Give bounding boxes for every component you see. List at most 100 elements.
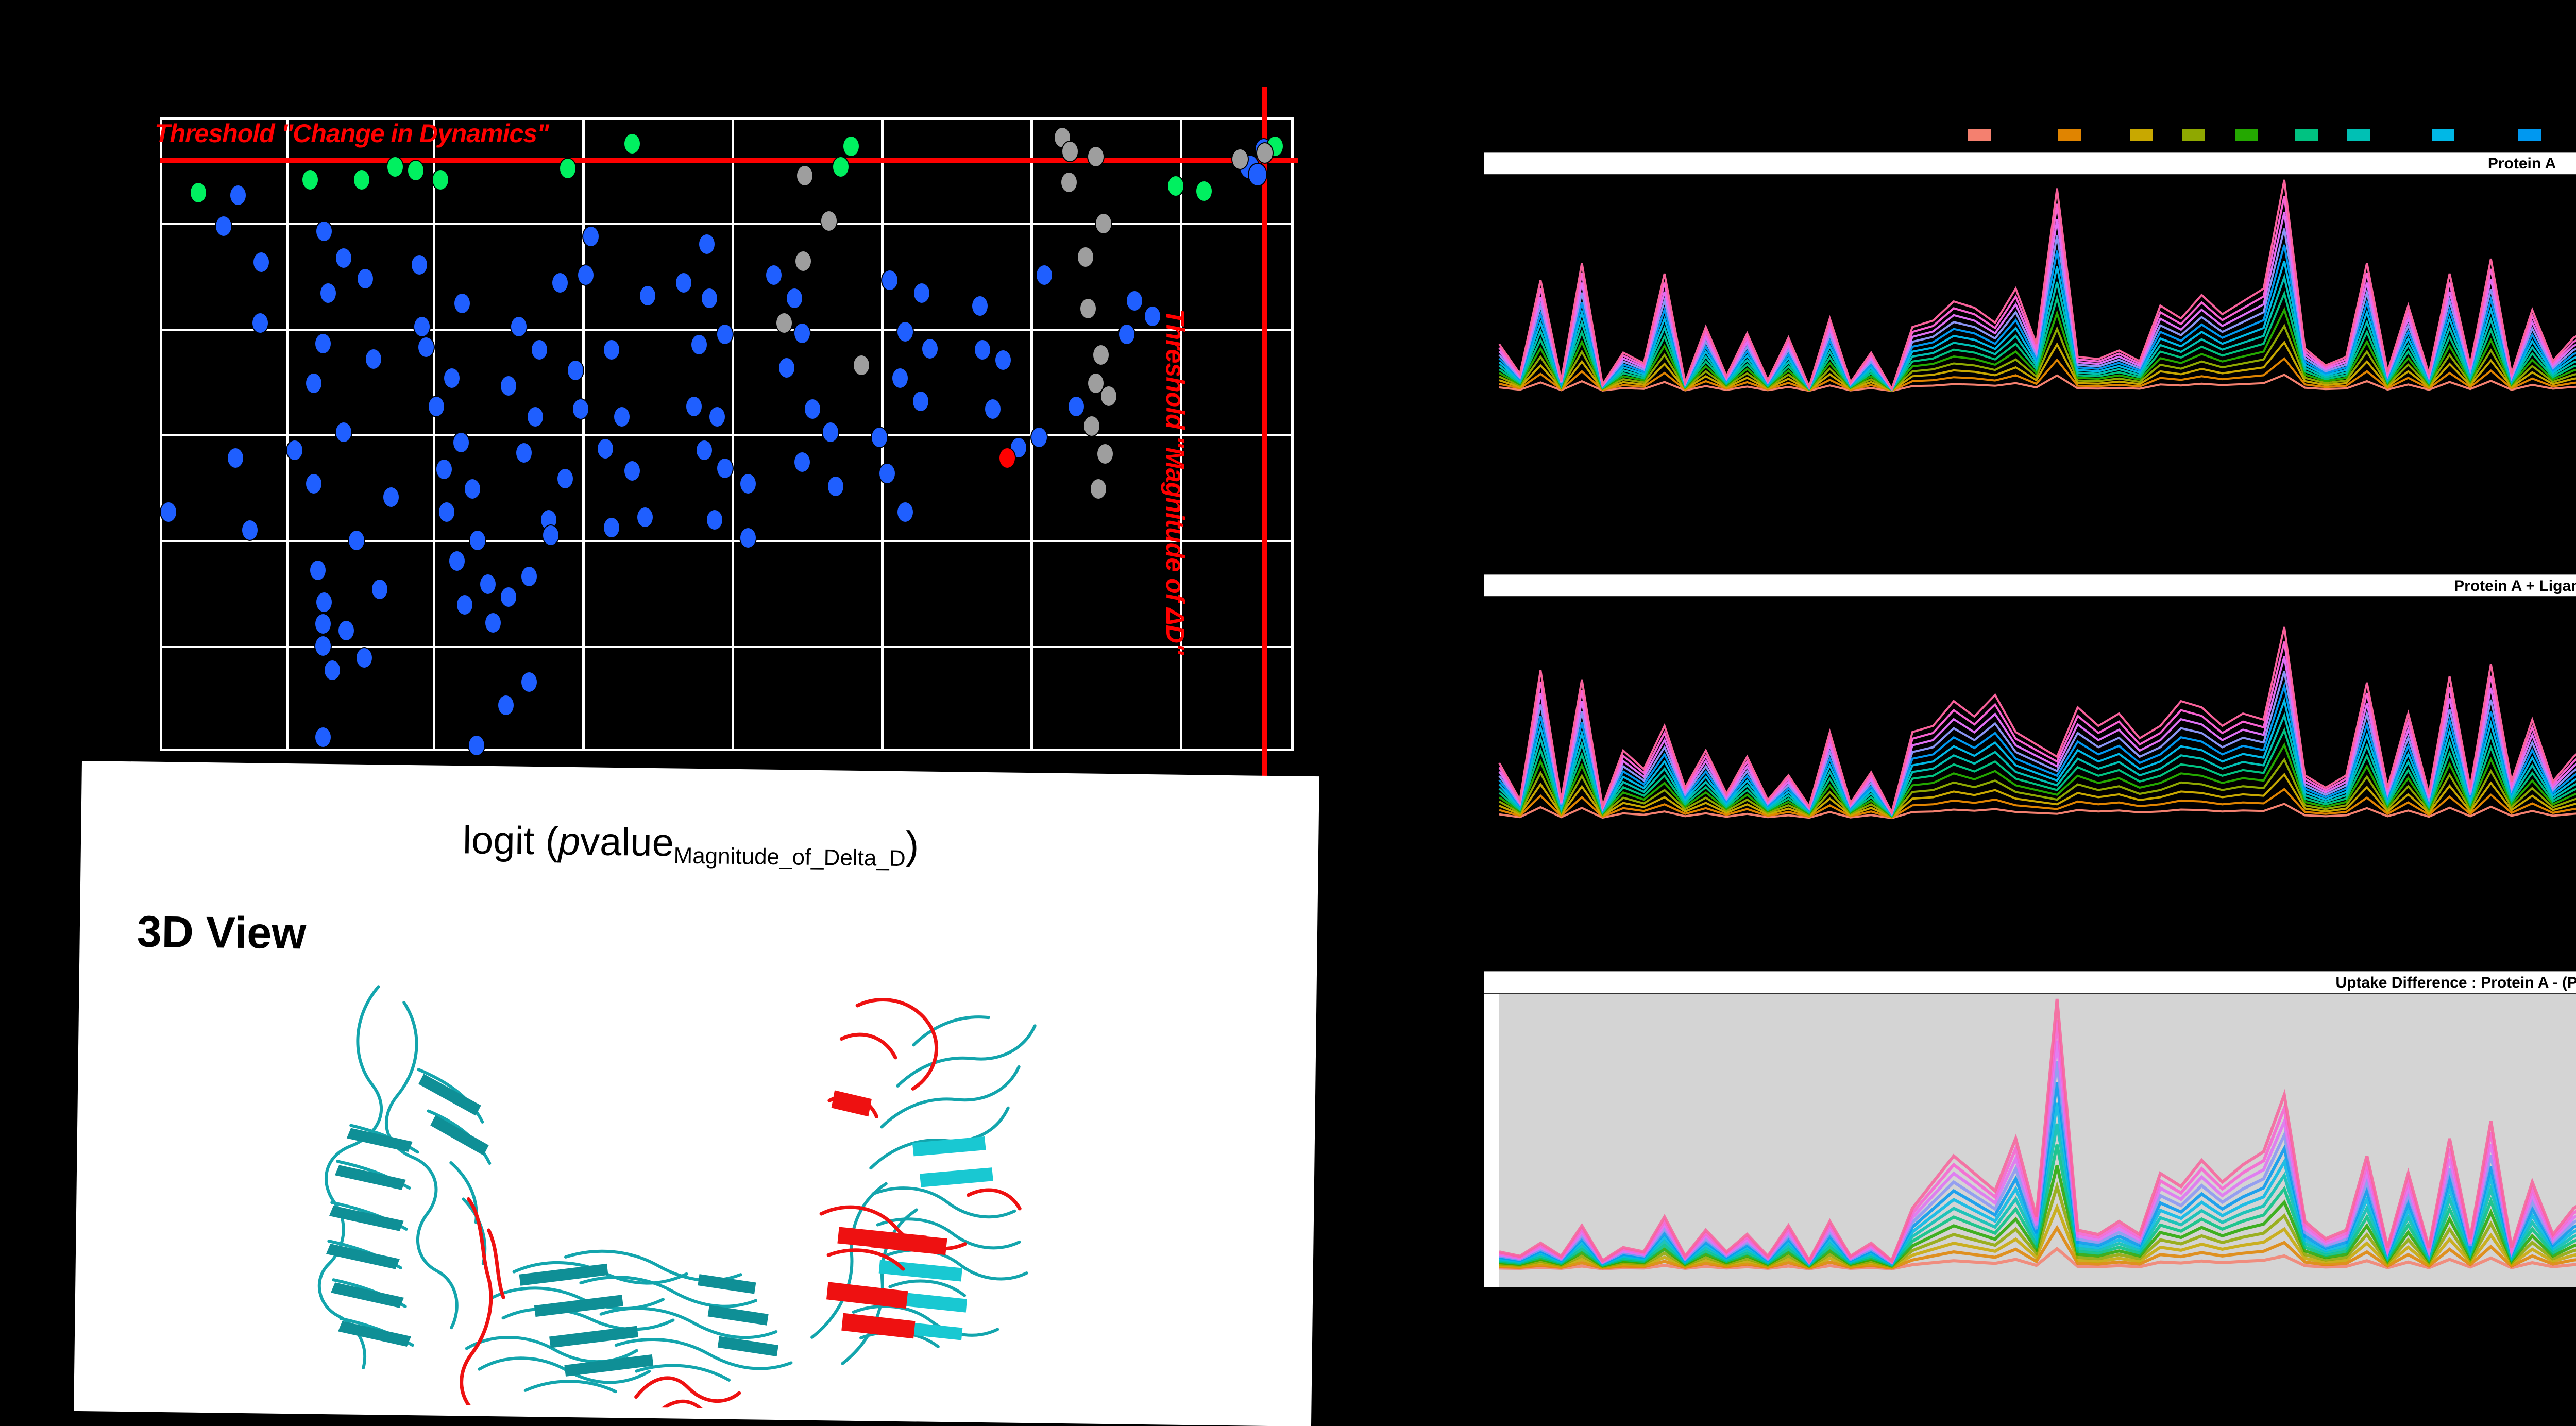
- scatter-point[interactable]: [1067, 396, 1085, 417]
- scatter-point[interactable]: [335, 247, 352, 269]
- scatter-point[interactable]: [690, 334, 708, 355]
- scatter-point[interactable]: [639, 285, 656, 307]
- scatter-point[interactable]: [428, 396, 445, 417]
- scatter-point-filtered[interactable]: [1087, 146, 1105, 167]
- scatter-point[interactable]: [708, 406, 726, 428]
- scatter-point[interactable]: [572, 398, 589, 420]
- scatter-point[interactable]: [438, 501, 455, 523]
- legend-swatch[interactable]: [2518, 129, 2541, 141]
- scatter-point[interactable]: [891, 367, 909, 389]
- scatter-point-significant[interactable]: [190, 182, 207, 203]
- uptake-curves-protein-a-ligand[interactable]: [1484, 597, 2576, 839]
- scatter-point[interactable]: [696, 439, 713, 461]
- scatter-point-filtered[interactable]: [1095, 213, 1112, 234]
- scatter-point-significant[interactable]: [386, 156, 404, 178]
- scatter-point[interactable]: [520, 671, 538, 693]
- scatter-point[interactable]: [567, 360, 584, 381]
- scatter-point[interactable]: [577, 264, 595, 286]
- scatter-point[interactable]: [822, 421, 839, 443]
- scatter-point[interactable]: [542, 524, 560, 546]
- scatter-point[interactable]: [241, 519, 259, 541]
- scatter-point[interactable]: [435, 459, 453, 480]
- scatter-point[interactable]: [716, 457, 734, 479]
- scatter-point-significant[interactable]: [559, 158, 577, 179]
- scatter-point-filtered[interactable]: [1100, 385, 1117, 407]
- scatter-point-significant[interactable]: [1167, 175, 1184, 197]
- scatter-point-filtered[interactable]: [1231, 148, 1249, 170]
- scatter-point[interactable]: [1144, 305, 1161, 327]
- uptake-panel-difference[interactable]: Uptake Difference : Protein A - (Protein…: [1484, 971, 2576, 1287]
- scatter-point[interactable]: [337, 620, 355, 641]
- scatter-point[interactable]: [443, 367, 461, 389]
- scatter-point[interactable]: [510, 316, 528, 337]
- scatter-point[interactable]: [286, 439, 303, 461]
- legend-swatch[interactable]: [2058, 129, 2081, 141]
- legend-swatch[interactable]: [2347, 129, 2370, 141]
- scatter-point[interactable]: [357, 268, 374, 290]
- scatter-point[interactable]: [527, 406, 544, 428]
- scatter-point[interactable]: [468, 735, 485, 756]
- uptake-panel-protein-a-ligand[interactable]: Protein A + Ligand: [1484, 574, 2576, 839]
- scatter-point[interactable]: [913, 282, 930, 304]
- scatter-point[interactable]: [1248, 163, 1267, 186]
- scatter-point-significant[interactable]: [353, 169, 370, 191]
- scatter-point-filtered[interactable]: [820, 210, 838, 232]
- scatter-point[interactable]: [500, 375, 517, 397]
- scatter-point[interactable]: [417, 336, 435, 358]
- scatter-point-significant[interactable]: [432, 169, 449, 191]
- scatter-point[interactable]: [793, 322, 811, 344]
- scatter-point[interactable]: [778, 357, 795, 379]
- protein-ribbon-structure[interactable]: [244, 939, 1126, 1414]
- scatter-point[interactable]: [786, 287, 803, 309]
- scatter-point[interactable]: [556, 468, 574, 489]
- scatter-point[interactable]: [623, 460, 641, 482]
- scatter-point[interactable]: [701, 287, 718, 309]
- scatter-point[interactable]: [215, 215, 232, 237]
- scatter-point[interactable]: [229, 184, 247, 206]
- scatter-point[interactable]: [469, 530, 486, 551]
- scatter-point[interactable]: [1030, 427, 1048, 448]
- scatter-point[interactable]: [371, 579, 388, 600]
- scatter-point-filtered[interactable]: [794, 250, 812, 272]
- scatter-point-filtered[interactable]: [1096, 443, 1114, 465]
- scatter-point[interactable]: [348, 530, 365, 551]
- scatter-point[interactable]: [597, 438, 614, 460]
- scatter-point[interactable]: [305, 473, 323, 495]
- scatter-point[interactable]: [698, 233, 716, 255]
- scatter-point[interactable]: [974, 339, 991, 361]
- three-d-view-card[interactable]: logit (pvalueMagnitude_of_Delta_D) 3D Vi…: [74, 761, 1319, 1426]
- scatter-point[interactable]: [871, 427, 888, 448]
- legend-swatch[interactable]: [2130, 129, 2153, 141]
- scatter-point[interactable]: [456, 594, 473, 616]
- scatter-point[interactable]: [314, 635, 332, 657]
- scatter-point-filtered[interactable]: [1061, 141, 1079, 162]
- scatter-point[interactable]: [355, 647, 373, 669]
- scatter-point[interactable]: [453, 293, 471, 314]
- scatter-point-outlier[interactable]: [998, 447, 1016, 469]
- uptake-panel-protein-a[interactable]: Protein A: [1484, 152, 2576, 406]
- scatter-point[interactable]: [315, 220, 333, 242]
- scatter-point[interactable]: [315, 591, 333, 613]
- scatter-point[interactable]: [994, 349, 1012, 371]
- scatter-point[interactable]: [314, 613, 332, 635]
- scatter-point[interactable]: [881, 269, 899, 291]
- scatter-point[interactable]: [921, 338, 939, 360]
- scatter-point[interactable]: [365, 348, 382, 370]
- scatter-point[interactable]: [497, 694, 515, 716]
- uptake-difference-curves[interactable]: [1484, 994, 2576, 1287]
- scatter-point-significant[interactable]: [1195, 180, 1213, 202]
- scatter-point-significant[interactable]: [832, 156, 850, 178]
- scatter-point[interactable]: [309, 559, 327, 581]
- scatter-point[interactable]: [603, 339, 620, 361]
- scatter-point-significant[interactable]: [407, 160, 425, 181]
- scatter-point[interactable]: [706, 509, 723, 531]
- scatter-point[interactable]: [479, 573, 497, 595]
- scatter-point[interactable]: [912, 391, 929, 412]
- scatter-point[interactable]: [675, 272, 692, 294]
- panel-plot-body[interactable]: [1484, 597, 2576, 839]
- scatter-point-filtered[interactable]: [853, 354, 870, 376]
- scatter-point[interactable]: [484, 612, 502, 634]
- scatter-point[interactable]: [452, 432, 470, 453]
- scatter-point[interactable]: [314, 726, 332, 748]
- scatter-point[interactable]: [984, 398, 1002, 420]
